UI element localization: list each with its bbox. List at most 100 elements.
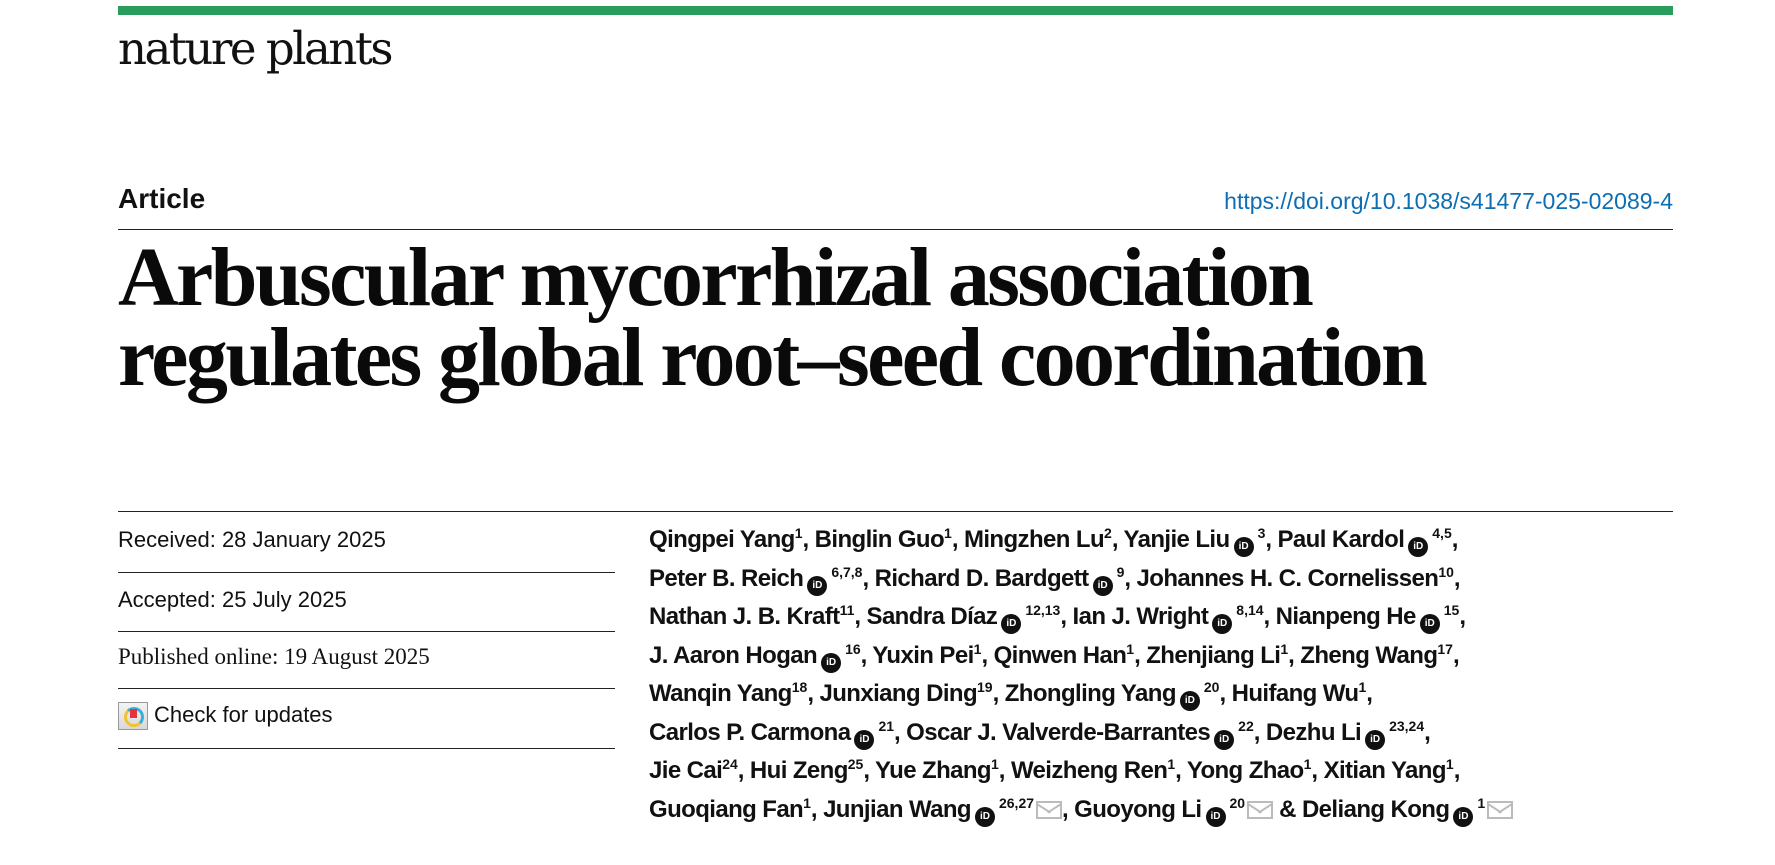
separator: ,	[863, 757, 876, 784]
affiliation-superscript[interactable]: 24	[722, 756, 738, 772]
author-name[interactable]: Carlos P. Carmona	[649, 718, 851, 746]
affiliation-superscript[interactable]: 19	[977, 679, 993, 695]
affiliation-superscript[interactable]: 21	[878, 717, 895, 734]
affiliation-superscript[interactable]: 15	[1443, 602, 1460, 618]
orcid-icon[interactable]: iD	[807, 575, 828, 596]
author-name[interactable]: Jie Cai	[649, 757, 723, 784]
orcid-icon[interactable]: iD	[1233, 537, 1254, 557]
orcid-icon[interactable]: iD	[1092, 575, 1113, 596]
affiliation-superscript[interactable]: 1	[1303, 756, 1312, 772]
orcid-icon[interactable]: iD	[1453, 806, 1474, 827]
author-name[interactable]: Zhenjiang Li	[1146, 641, 1281, 669]
affiliation-superscript[interactable]: 1	[803, 794, 811, 811]
author-name[interactable]: Qingpei Yang	[649, 526, 795, 553]
affiliation-superscript[interactable]: 20	[1203, 679, 1220, 695]
orcid-icon[interactable]: iD	[1205, 806, 1226, 827]
affiliation-superscript[interactable]: 1	[1280, 640, 1289, 657]
author-name[interactable]: Junjian Wang	[823, 795, 972, 823]
orcid-icon[interactable]: iD	[1212, 614, 1233, 634]
orcid-icon[interactable]: iD	[1214, 729, 1235, 750]
affiliation-superscript[interactable]: 22	[1238, 717, 1254, 734]
author-name[interactable]: Qinwen Han	[993, 641, 1127, 669]
email-icon[interactable]	[1036, 800, 1063, 819]
author-name[interactable]: Sandra Díaz	[866, 603, 998, 630]
affiliation-superscript[interactable]: 20	[1229, 794, 1246, 811]
orcid-icon[interactable]: iD	[1179, 691, 1200, 711]
affiliation-superscript[interactable]: 10	[1438, 563, 1454, 580]
affiliation-superscript[interactable]: 12,13	[1025, 602, 1061, 618]
author-name[interactable]: Wanqin Yang	[649, 680, 792, 707]
author-name[interactable]: Mingzhen Lu	[963, 526, 1105, 553]
doi-link[interactable]: https://doi.org/10.1038/s41477-025-02089…	[1224, 188, 1673, 214]
email-icon[interactable]	[1247, 800, 1274, 819]
affiliation-superscript[interactable]: 6,7,8	[831, 563, 863, 580]
author-name[interactable]: Yanjie Liu	[1123, 526, 1231, 553]
affiliation-superscript[interactable]: 17	[1437, 640, 1453, 657]
affiliation-superscript[interactable]: 1	[991, 756, 999, 772]
author-name[interactable]: Hui Zeng	[749, 757, 848, 784]
separator: ,	[1311, 757, 1324, 784]
author-name[interactable]: Johannes H. C. Cornelissen	[1136, 564, 1439, 592]
author-name[interactable]: Zheng Wang	[1300, 641, 1438, 669]
affiliation-superscript[interactable]: 25	[847, 756, 864, 772]
title-line: Arbuscular mycorrhizal association	[118, 231, 1314, 324]
affiliation-superscript[interactable]: 26,27	[998, 794, 1035, 811]
affiliation-superscript[interactable]: 9	[1116, 563, 1125, 580]
divider	[118, 631, 615, 632]
author-name[interactable]: Huifang Wu	[1231, 680, 1359, 707]
author-name[interactable]: Yuxin Pei	[872, 641, 974, 669]
affiliation-superscript[interactable]: 16	[845, 640, 861, 657]
journal-logo[interactable]: nature plants	[118, 22, 394, 75]
separator: ,	[1453, 757, 1461, 784]
separator: ,	[1452, 641, 1460, 669]
affiliation-superscript[interactable]: 2	[1104, 525, 1112, 541]
author-name[interactable]: Guoqiang Fan	[649, 795, 804, 823]
orcid-icon[interactable]: iD	[1001, 614, 1022, 634]
author-name[interactable]: Weizheng Ren	[1010, 757, 1168, 784]
affiliation-superscript[interactable]: 1	[1126, 640, 1135, 657]
affiliation-superscript[interactable]: 1	[973, 640, 982, 657]
affiliation-superscript[interactable]: 1	[794, 525, 803, 541]
author-name[interactable]: Binglin Guo	[814, 526, 945, 553]
email-icon[interactable]	[1487, 800, 1514, 819]
separator: &	[1273, 795, 1302, 823]
affiliation-superscript[interactable]: 1	[944, 525, 952, 541]
affiliation-superscript[interactable]: 8,14	[1236, 602, 1264, 618]
check-for-updates-button[interactable]: Check for updates	[118, 702, 615, 731]
affiliation-superscript[interactable]: 1	[1358, 679, 1367, 695]
orcid-icon[interactable]: iD	[1408, 537, 1429, 557]
author-name[interactable]: Zhongling Yang	[1004, 680, 1177, 707]
author-name[interactable]: Yong Zhao	[1186, 757, 1304, 784]
separator: ,	[1134, 641, 1147, 669]
affiliation-superscript[interactable]: 11	[839, 602, 855, 618]
author-name[interactable]: Junxiang Ding	[819, 680, 978, 707]
author-name[interactable]: Yue Zhang	[875, 757, 992, 784]
author-name[interactable]: Paul Kardol	[1277, 526, 1405, 553]
separator: ,	[981, 641, 994, 669]
affiliation-superscript[interactable]: 18	[791, 679, 808, 695]
affiliation-superscript[interactable]: 4,5	[1432, 525, 1452, 541]
orcid-icon[interactable]: iD	[1419, 614, 1440, 634]
author-name[interactable]: Nianpeng He	[1275, 603, 1417, 630]
separator: ,	[1219, 680, 1232, 707]
author-name[interactable]: Guoyong Li	[1074, 795, 1202, 823]
author-name[interactable]: Richard D. Bardgett	[874, 564, 1090, 592]
author-name[interactable]: J. Aaron Hogan	[649, 641, 818, 669]
author-name[interactable]: Ian J. Wright	[1072, 603, 1209, 630]
orcid-icon[interactable]: iD	[821, 652, 842, 673]
affiliation-superscript[interactable]: 1	[1477, 794, 1486, 811]
author-name[interactable]: Nathan J. B. Kraft	[649, 603, 840, 630]
orcid-icon[interactable]: iD	[1365, 729, 1386, 750]
author-name[interactable]: Dezhu Li	[1265, 718, 1362, 746]
orcid-icon[interactable]: iD	[854, 729, 875, 750]
author-name[interactable]: Deliang Kong	[1301, 795, 1450, 823]
divider	[118, 688, 615, 689]
affiliation-superscript[interactable]: 23,24	[1389, 717, 1425, 734]
author-name[interactable]: Oscar J. Valverde-Barrantes	[906, 718, 1211, 746]
affiliation-superscript[interactable]: 1	[1167, 756, 1176, 772]
author-name[interactable]: Peter B. Reich	[649, 564, 804, 592]
orcid-icon[interactable]: iD	[974, 806, 995, 827]
affiliation-superscript[interactable]: 1	[1445, 756, 1454, 772]
affiliation-superscript[interactable]: 3	[1257, 525, 1266, 541]
author-name[interactable]: Xitian Yang	[1323, 757, 1447, 784]
